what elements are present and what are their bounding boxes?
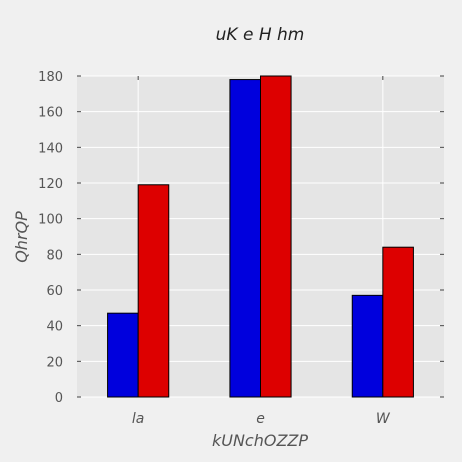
y-tick-label: 160	[38, 106, 63, 121]
y-tick-label: 80	[46, 248, 63, 263]
y-tick-label: 20	[46, 355, 63, 370]
y-tick-label: 140	[38, 141, 63, 156]
bar-series-2-W	[382, 246, 414, 398]
bars	[107, 75, 414, 398]
y-tick-label: 60	[46, 284, 63, 299]
y-tick-label: 0	[55, 391, 63, 406]
x-axis-label: kUNchOZZP	[212, 431, 308, 450]
y-tick-label: 120	[38, 177, 63, 192]
x-tick-label: la	[132, 411, 144, 427]
chart-title: uK e H hm	[216, 25, 305, 45]
y-axis-label: QhrQP	[12, 211, 31, 263]
bar-series-1-W	[351, 294, 384, 398]
bar-series-1-la	[107, 312, 139, 398]
bar-series-2-e	[260, 75, 292, 398]
bar-series-1-e	[229, 79, 262, 398]
y-tick-label: 40	[46, 320, 63, 335]
y-tick-label: 180	[38, 70, 63, 85]
y-tick-labels: 0 20 40 60 80 100 120 140 160 180	[38, 70, 63, 406]
x-tick-label: e	[256, 411, 265, 427]
x-tick-labels: la e W	[132, 411, 391, 427]
y-tick-label: 100	[38, 213, 63, 228]
x-tick-label: W	[376, 411, 391, 427]
bar-series-2-la	[137, 184, 170, 398]
